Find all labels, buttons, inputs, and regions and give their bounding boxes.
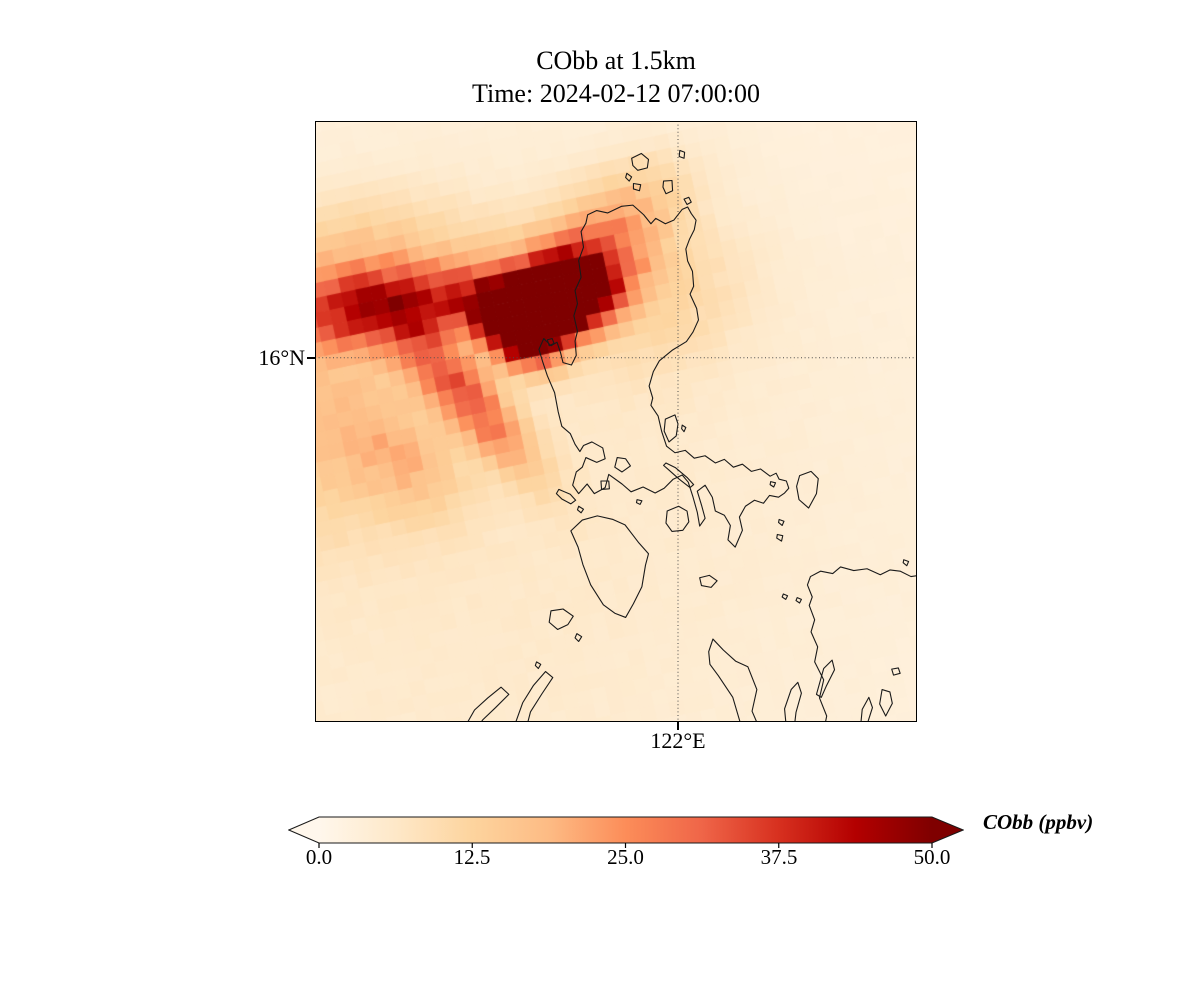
coastline-lubang-islands xyxy=(556,489,641,512)
colorbar-tick-2: 25.0 xyxy=(607,845,644,869)
coastline-taal-lake xyxy=(601,481,609,489)
lat-tick-mark xyxy=(307,357,315,359)
figure-title-line2: Time: 2024-02-12 07:00:00 xyxy=(472,79,760,108)
coastline-samar xyxy=(807,560,917,722)
map-overlay xyxy=(315,121,917,722)
figure-title: CObb at 1.5km Time: 2024-02-12 07:00:00 xyxy=(315,44,917,110)
lon-tick-label: 122°E xyxy=(650,728,706,753)
colorbar-label: CObb (ppbv) xyxy=(983,810,1094,834)
colorbar-tick-4: 50.0 xyxy=(913,845,951,869)
coastline-polillo xyxy=(664,415,686,442)
heatmap-canvas xyxy=(315,121,917,722)
coastline-laguna-lake xyxy=(615,458,631,472)
coastline-alabat xyxy=(664,463,694,488)
coastline-babuyan-islands xyxy=(626,150,692,204)
coastline-lingayen-islet xyxy=(547,339,554,346)
coastline-catanduanes xyxy=(797,471,819,508)
map-plot xyxy=(315,121,917,722)
coastline-calamian xyxy=(464,609,581,722)
colorbar-tick-0: 0.0 xyxy=(305,845,333,869)
coastline-masbate xyxy=(709,639,835,722)
colorbar-tick-labels: 0.0 12.5 25.0 37.5 50.0 xyxy=(0,845,1200,875)
colorbar-tick-1: 12.5 xyxy=(453,845,491,869)
colorbar-bar xyxy=(288,816,964,844)
coastline-bicol-islets xyxy=(700,482,802,603)
colorbar-tick-marks xyxy=(318,843,933,848)
colorbar xyxy=(288,816,964,848)
coastline-marinduque xyxy=(666,506,689,531)
coastline-mindoro xyxy=(571,516,649,618)
figure-title-line1: CObb at 1.5km xyxy=(536,46,696,75)
lon-tick-mark xyxy=(677,722,679,730)
coastline-luzon xyxy=(539,205,789,547)
colorbar-tick-3: 37.5 xyxy=(760,845,798,869)
lat-tick-label: 16°N xyxy=(258,345,305,370)
